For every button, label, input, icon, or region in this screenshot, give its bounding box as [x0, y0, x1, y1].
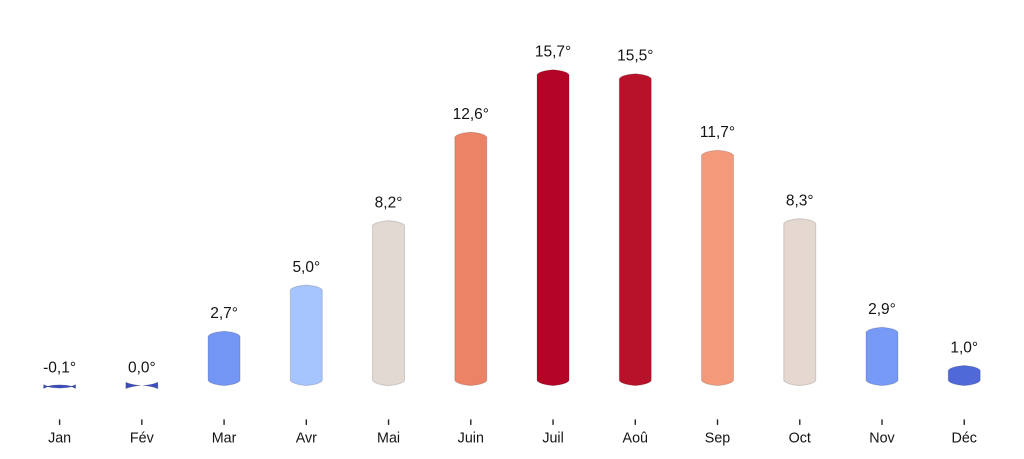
svg-text:1,0°: 1,0° — [950, 339, 978, 356]
svg-text:Juin: Juin — [458, 430, 484, 446]
svg-text:Mar: Mar — [212, 430, 237, 446]
svg-text:2,9°: 2,9° — [868, 301, 896, 318]
svg-text:Avr: Avr — [296, 430, 317, 446]
svg-text:Déc: Déc — [952, 430, 977, 446]
svg-text:5,0°: 5,0° — [292, 259, 320, 276]
svg-text:15,7°: 15,7° — [535, 44, 571, 61]
svg-text:8,3°: 8,3° — [786, 192, 814, 209]
svg-text:8,2°: 8,2° — [375, 194, 403, 211]
svg-text:Sep: Sep — [705, 430, 730, 446]
svg-text:Jan: Jan — [48, 430, 71, 446]
svg-text:Aoû: Aoû — [623, 430, 648, 446]
svg-text:12,6°: 12,6° — [453, 106, 489, 123]
svg-text:Juil: Juil — [542, 430, 563, 446]
svg-text:Nov: Nov — [869, 430, 895, 446]
svg-text:Oct: Oct — [789, 430, 811, 446]
svg-text:15,5°: 15,5° — [617, 48, 653, 65]
svg-text:Fév: Fév — [130, 430, 155, 446]
svg-text:11,7°: 11,7° — [700, 124, 735, 141]
svg-text:-0,1°: -0,1° — [43, 359, 76, 376]
svg-text:2,7°: 2,7° — [210, 305, 238, 322]
svg-text:0,0°: 0,0° — [128, 359, 156, 376]
svg-text:Mai: Mai — [377, 430, 400, 446]
